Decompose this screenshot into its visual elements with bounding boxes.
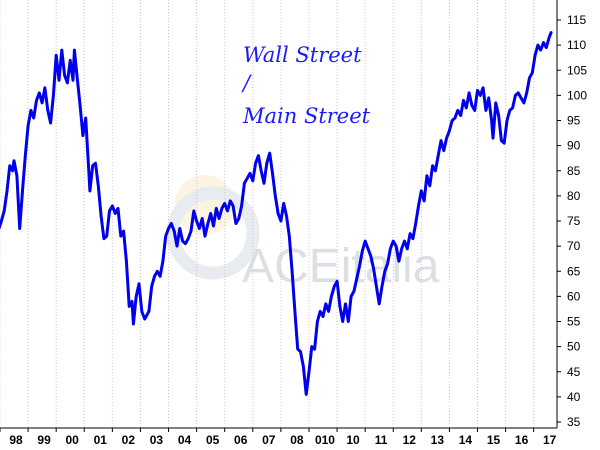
y-axis: 35 40 45 50 55 60 65 70 75 80 85 90 95 100 105 110 115 [557,13,587,429]
y-tick-label: 65 [567,264,581,278]
watermark-text: ACEitalia [242,240,440,293]
y-tick-label: 85 [567,164,581,178]
annotation-line-1: Wall Street [243,43,362,67]
annotation-line-2: / [241,71,252,95]
x-tick-label: 010 [315,433,335,447]
y-tick-label: 55 [567,315,581,329]
x-tick-label: 14 [459,433,473,447]
x-axis: 98 99 00 01 02 03 04 05 06 07 08 010 10 11 12 13 14 15 16 1… [0,428,557,447]
x-tick-label: 07 [262,433,276,447]
x-tick-label: 04 [178,433,192,447]
y-tick-label: 105 [567,63,587,77]
x-tick-label: 02 [122,433,136,447]
y-tick-label: 75 [567,214,581,228]
x-tick-label: 12 [403,433,417,447]
y-tick-label: 100 [567,88,587,102]
y-tick-label: 95 [567,114,581,128]
x-tick-label: 08 [290,433,304,447]
x-tick-label: 13 [431,433,445,447]
x-tick-label: 99 [37,433,51,447]
x-tick-label: 06 [234,433,248,447]
x-tick-label: 15 [487,433,501,447]
x-tick-label: 00 [65,433,79,447]
y-tick-label: 45 [567,365,581,379]
y-tick-label: 50 [567,340,581,354]
x-tick-label: 16 [515,433,529,447]
y-tick-label: 60 [567,289,581,303]
x-tick-label: 05 [206,433,220,447]
annotation: Wall Street / Main Street [241,43,371,128]
annotation-line-3: Main Street [242,104,371,128]
x-tick-label: 98 [9,433,23,447]
y-tick-label: 70 [567,239,581,253]
x-tick-label: 01 [94,433,108,447]
y-tick-label: 35 [567,415,581,429]
y-tick-label: 90 [567,139,581,153]
x-tick-label: 10 [346,433,360,447]
x-tick-label: 03 [150,433,164,447]
y-tick-label: 110 [567,38,586,52]
watermark-swirl-icon [166,186,260,280]
y-tick-label: 40 [567,390,581,404]
x-tick-label: 17 [543,433,557,447]
y-tick-label: 115 [567,13,586,27]
series-line [0,31,553,396]
y-tick-label: 80 [567,189,581,203]
x-tick-label: 11 [375,433,388,447]
